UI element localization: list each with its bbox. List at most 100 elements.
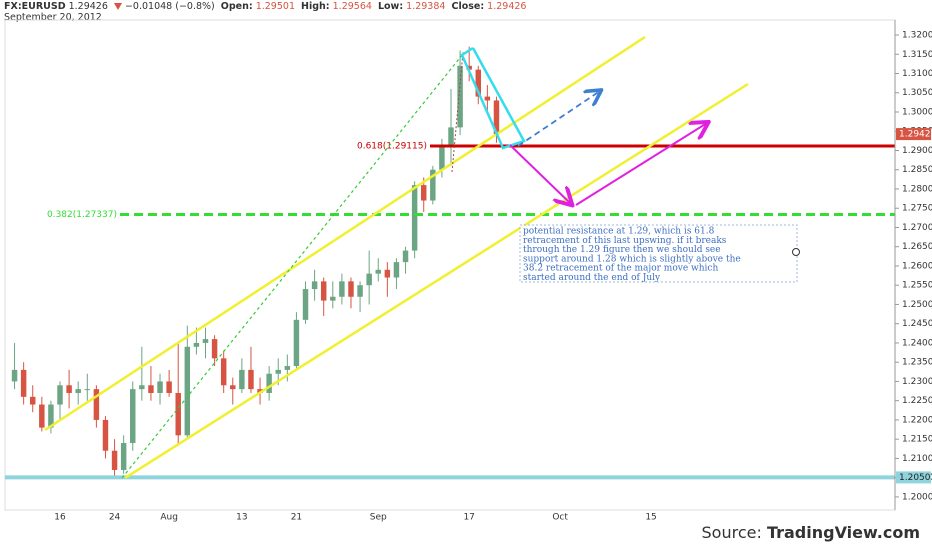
close-label: Close: xyxy=(451,1,485,12)
candle-body xyxy=(148,385,154,393)
candle-body xyxy=(20,369,27,397)
support-tag xyxy=(896,471,931,484)
y-tick-label: 1.27000 xyxy=(902,223,932,233)
candle-body xyxy=(75,389,81,393)
candle-body xyxy=(130,389,136,444)
price-tag xyxy=(896,128,931,141)
candle-body xyxy=(302,289,309,320)
y-tick-label: 1.24000 xyxy=(902,338,932,348)
x-tick-label: Sep xyxy=(370,513,387,523)
channel-lower xyxy=(124,82,749,480)
fib-label: 0.618(1.29115) xyxy=(357,142,427,152)
price-tag-label: 1.29426 xyxy=(899,130,932,140)
arrow-up xyxy=(575,123,707,206)
down-arrow xyxy=(113,3,122,10)
candle-body xyxy=(466,65,472,70)
y-tick-label: 1.24500 xyxy=(902,319,932,329)
dashed-arrow xyxy=(517,91,600,147)
y-tick-label: 1.20000 xyxy=(902,492,932,502)
y-tick-label: 1.26500 xyxy=(902,242,932,252)
low-label: Low: xyxy=(377,1,404,12)
candle-body xyxy=(320,281,327,301)
candle-body xyxy=(420,185,427,201)
note-line: potential resistance at 1.29, which is 6… xyxy=(523,227,715,237)
chart: 0.618(1.29115) 0.382(1.27337) potential r… xyxy=(4,19,932,523)
x-tick-label: 17 xyxy=(463,513,474,523)
open: 1.29501 xyxy=(255,1,295,12)
candle-body xyxy=(357,285,363,297)
candle-body xyxy=(311,281,318,290)
y-tick-label: 1.23500 xyxy=(902,358,932,368)
candle-body xyxy=(220,358,227,386)
x-tick-label: Oct xyxy=(552,513,568,523)
y-tick-label: 1.31000 xyxy=(902,69,932,79)
symbol: FX:EURUSD xyxy=(4,1,66,12)
open-label: Open: xyxy=(220,1,253,12)
candle-body xyxy=(139,385,145,390)
candle-body xyxy=(48,404,54,428)
candle-body xyxy=(448,127,454,147)
candle-body xyxy=(11,369,18,382)
y-tick-label: 1.21000 xyxy=(902,454,932,464)
note-line: through the 1.29 figure then we should s… xyxy=(523,245,721,255)
candle-body xyxy=(484,96,491,101)
wedge xyxy=(460,46,526,150)
fib-swing xyxy=(121,53,464,479)
source-label: Source: xyxy=(701,523,762,542)
y-tick-label: 1.30000 xyxy=(902,107,932,117)
high: 1.29564 xyxy=(332,1,372,12)
candle-body xyxy=(93,389,100,420)
x-tick-label: 15 xyxy=(645,513,656,523)
y-tick-label: 1.22500 xyxy=(902,396,932,406)
candle-body xyxy=(402,250,409,263)
candle-body xyxy=(384,269,391,278)
note-line: retracement of this last upswing. if it … xyxy=(523,236,727,246)
change: −0.01048 (−0.8%) xyxy=(124,1,215,12)
levels: 0.618(1.29115) 0.382(1.27337) xyxy=(5,142,895,480)
source-name: TradingView.com xyxy=(766,523,920,542)
close: 1.29426 xyxy=(487,1,527,12)
candle-body xyxy=(411,185,418,251)
candle-body xyxy=(211,339,218,359)
candle-body xyxy=(157,381,163,393)
fib-swing-short xyxy=(451,51,464,173)
candles xyxy=(11,46,500,478)
candle-body xyxy=(202,339,209,343)
candle-body xyxy=(57,385,63,405)
candle-body xyxy=(293,319,300,367)
candle-body xyxy=(230,385,236,390)
note-line: started around the end of July xyxy=(523,273,661,283)
candle-body xyxy=(366,273,372,286)
low: 1.29384 xyxy=(406,1,446,12)
y-tick-label: 1.32000 xyxy=(902,31,932,41)
candle-body xyxy=(475,69,482,97)
note-box xyxy=(519,224,798,283)
y-tick-label: 1.28000 xyxy=(902,184,932,194)
footer: Source: TradingView.com xyxy=(702,523,920,542)
header: FX:EURUSD 1.29426 −0.01048 (−0.8%) Open:… xyxy=(4,1,529,23)
candle-body xyxy=(330,296,336,301)
candle-body xyxy=(493,100,500,135)
candle-body xyxy=(66,385,72,393)
candle-body xyxy=(184,346,191,436)
quote-line: FX:EURUSD 1.29426 −0.01048 (−0.8%) Open:… xyxy=(4,1,529,12)
x-tick-label: Aug xyxy=(160,513,178,523)
y-tick-label: 1.25000 xyxy=(902,300,932,310)
y-tick-label: 1.23000 xyxy=(902,377,932,387)
x-tick-label: 21 xyxy=(291,513,302,523)
candle-body xyxy=(248,369,254,390)
candle-body xyxy=(39,404,45,428)
candle-body xyxy=(30,396,36,405)
candle-body xyxy=(175,392,181,436)
candle-body xyxy=(102,419,109,451)
high-label: High: xyxy=(301,1,330,12)
x-tick-label: 16 xyxy=(54,513,66,523)
note: potential resistance at 1.29, which is 6… xyxy=(523,227,741,284)
y-tick-label: 1.26000 xyxy=(902,261,932,271)
y-tick-label: 1.22000 xyxy=(902,415,932,425)
price: 1.29426 xyxy=(68,1,108,12)
candle-body xyxy=(430,169,436,201)
x-tick-label: 13 xyxy=(236,513,247,523)
support-tag-label: 1.20507 xyxy=(899,473,932,483)
candle-body xyxy=(120,443,127,470)
